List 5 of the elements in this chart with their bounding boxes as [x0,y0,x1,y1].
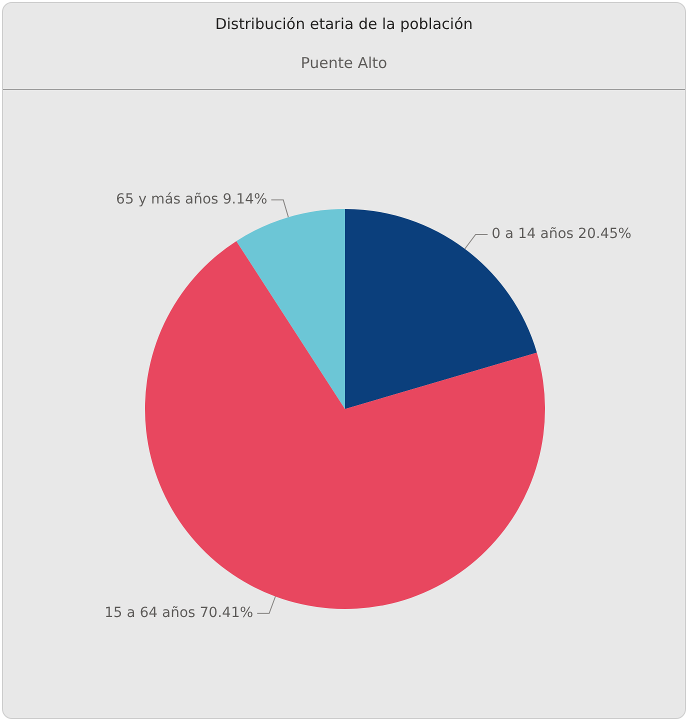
slice-label: 0 a 14 años 20.45% [492,226,632,242]
slice-label: 15 a 64 años 70.41% [104,605,254,622]
chart-subtitle: Puente Alto [300,54,388,72]
slice-label: 65 y más años 9.14% [116,192,268,208]
chart-title: Distribución etaria de la población [214,15,474,33]
